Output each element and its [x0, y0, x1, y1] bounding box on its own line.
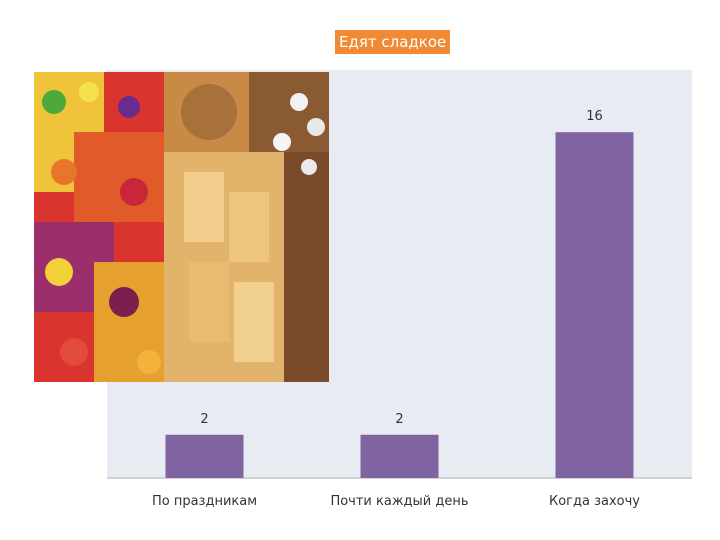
bars [165, 132, 634, 478]
bar-3 [555, 132, 634, 478]
sweets-photo [34, 72, 329, 382]
category-labels: По праздникам Почти каждый день Когда захо… [152, 494, 640, 509]
category-label-3: Когда захочу [549, 494, 640, 509]
data-labels: 2 2 16 [200, 109, 602, 427]
data-label-1: 2 [200, 412, 208, 427]
chart-title: Едят сладкое [335, 30, 451, 54]
data-label-3: 16 [586, 109, 603, 124]
category-label-1: По праздникам [152, 494, 257, 509]
bar-2 [360, 434, 439, 478]
bar-1 [165, 434, 244, 478]
category-label-2: Почти каждый день [330, 494, 468, 509]
data-label-2: 2 [395, 412, 403, 427]
